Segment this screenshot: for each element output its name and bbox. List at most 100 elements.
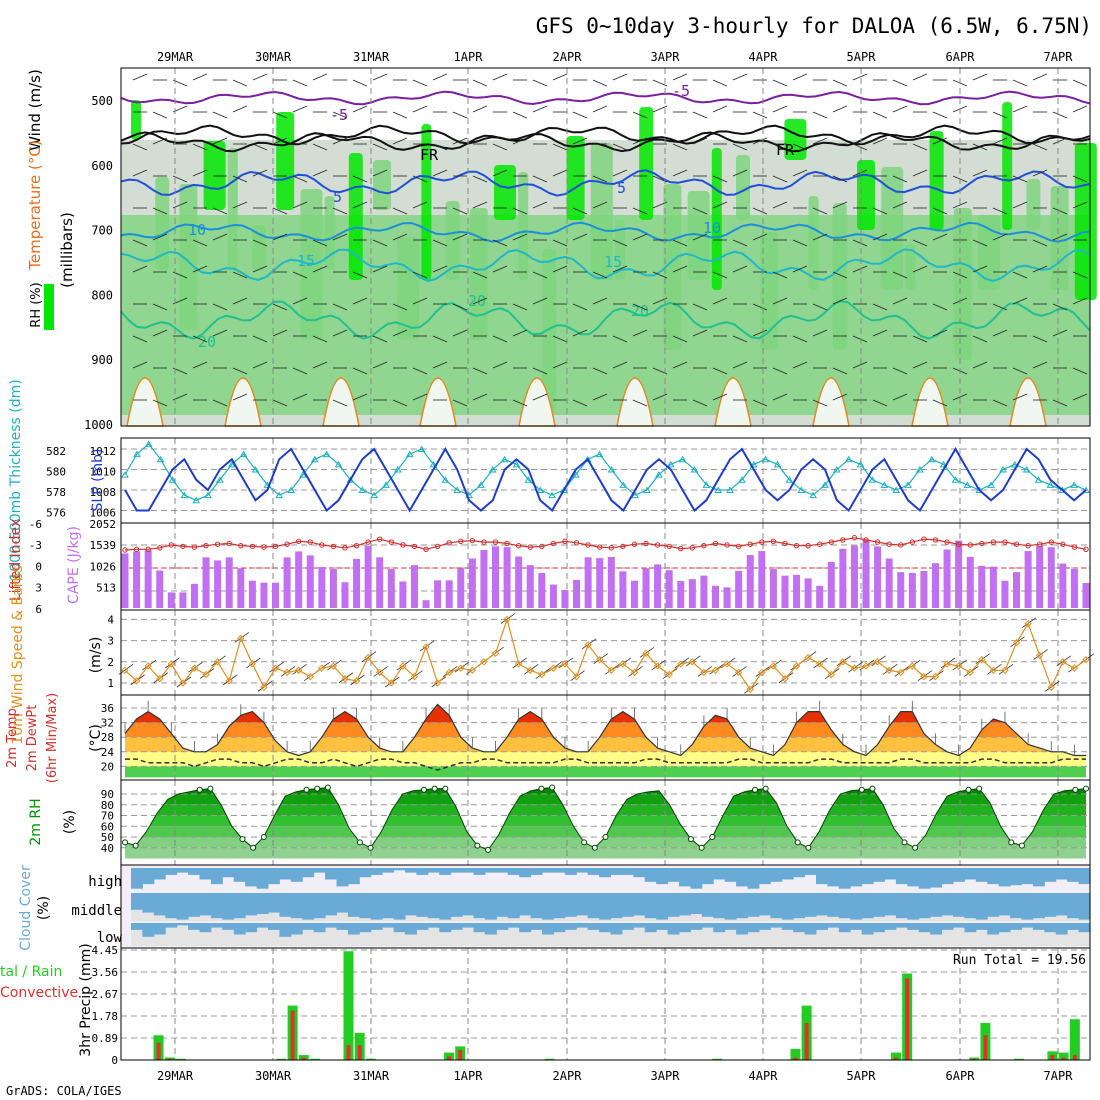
li-point [643, 540, 649, 547]
wind-barb [512, 207, 528, 215]
cloud-bar [644, 923, 657, 933]
cloud-bar [747, 893, 760, 917]
wind-barb [332, 111, 348, 119]
thickness-point [393, 466, 402, 473]
cloud-bar [507, 893, 520, 919]
cloud-bar [290, 893, 303, 919]
cloud-bar [907, 923, 920, 930]
wind-barb [312, 361, 328, 369]
cape-bar [619, 571, 627, 608]
wind-barb [732, 335, 748, 343]
date-label-bottom: 7APR [1044, 1069, 1074, 1083]
thickness-point [927, 455, 936, 463]
wind-barb [452, 303, 468, 311]
cloud-bar [142, 923, 155, 937]
cloud-bar [405, 893, 417, 916]
li-point [400, 542, 406, 548]
cloud-bar [816, 868, 828, 885]
cloud-bar [245, 893, 258, 916]
rh-point [1008, 839, 1015, 846]
thickness-point [405, 450, 414, 458]
cloud-bar [793, 923, 806, 933]
wind-barb [692, 137, 708, 145]
thickness-point [583, 455, 592, 463]
rh-plume [1026, 179, 1041, 230]
cape-bar [260, 582, 268, 608]
wind-barb [352, 271, 368, 279]
wind-barb [592, 297, 608, 305]
wind-barb [692, 111, 708, 119]
wind-barb [332, 303, 348, 311]
cloud-bar [1010, 868, 1022, 886]
wind-barb [572, 233, 588, 241]
rh-plume [348, 153, 363, 280]
thickness-point [453, 486, 462, 493]
rh-point [431, 785, 438, 792]
thickness-point [880, 481, 889, 488]
wind-barb [252, 335, 268, 343]
cape-bar [573, 579, 581, 608]
cloud-bar [633, 868, 646, 878]
thickness-point [251, 466, 260, 473]
wind-barb [1012, 79, 1028, 87]
li-point [458, 538, 464, 545]
li-point [434, 543, 441, 550]
wind-barb [992, 207, 1008, 215]
li-point [840, 537, 846, 543]
wind-barb [612, 73, 628, 81]
wind-barb [512, 657, 527, 669]
wind-speed-point [688, 658, 697, 666]
rh-point [356, 839, 363, 846]
wind-barb [532, 367, 548, 375]
wind-barb [292, 105, 308, 113]
cloud-level-label: low [97, 930, 123, 946]
wind-barb [792, 335, 808, 343]
wind-barb [932, 207, 948, 215]
wind-barb [975, 653, 991, 665]
wind-barb [732, 73, 748, 81]
precip-tick: 0.89 [92, 1032, 119, 1045]
wind-tick: 3 [107, 635, 114, 648]
wind-barb [672, 361, 688, 369]
wind-barb [832, 393, 848, 401]
li-point [492, 539, 499, 545]
thickness-point [571, 471, 580, 478]
slp-tick: 1010 [90, 466, 117, 479]
cloud-bar [747, 923, 760, 933]
cloud-bar [736, 893, 748, 919]
cloud-bar [370, 893, 383, 920]
wind-barb [452, 399, 468, 407]
wind-barb [952, 201, 968, 209]
rh-point [420, 786, 427, 793]
wind-barb [592, 105, 608, 113]
wind-barb [752, 111, 768, 119]
cloud-bar [450, 923, 463, 930]
cloud-cover-panel: high middle low Cloud Cover (%) [18, 864, 1091, 951]
temperature-dome [911, 377, 949, 427]
cloud-bar [462, 923, 474, 928]
cape-bar [862, 539, 870, 608]
rh-point [250, 844, 257, 851]
cloud-bar [450, 868, 463, 873]
wind-barb [692, 207, 708, 215]
wind-barb [987, 663, 1002, 675]
wind-barb [572, 329, 588, 337]
date-label-bottom: 1APR [454, 1069, 484, 1083]
wind-barb [332, 137, 348, 145]
wind-barb [832, 79, 848, 87]
cloud-bar [336, 893, 349, 913]
wind-barb [593, 653, 608, 665]
cloud-bar [176, 893, 189, 920]
cape-bar [596, 558, 604, 608]
cloud-bar [439, 923, 452, 933]
cape-bar [966, 556, 974, 608]
thickness-point [477, 481, 485, 488]
precip-convective-bar [167, 1058, 172, 1060]
axis-title: (°C) [88, 724, 104, 752]
thickness-point [524, 476, 533, 483]
cloud-bar [416, 868, 429, 875]
wind-barb [792, 73, 808, 81]
wind-barb [612, 169, 628, 177]
cape-bar [190, 583, 198, 608]
cloud-bar [827, 893, 840, 917]
